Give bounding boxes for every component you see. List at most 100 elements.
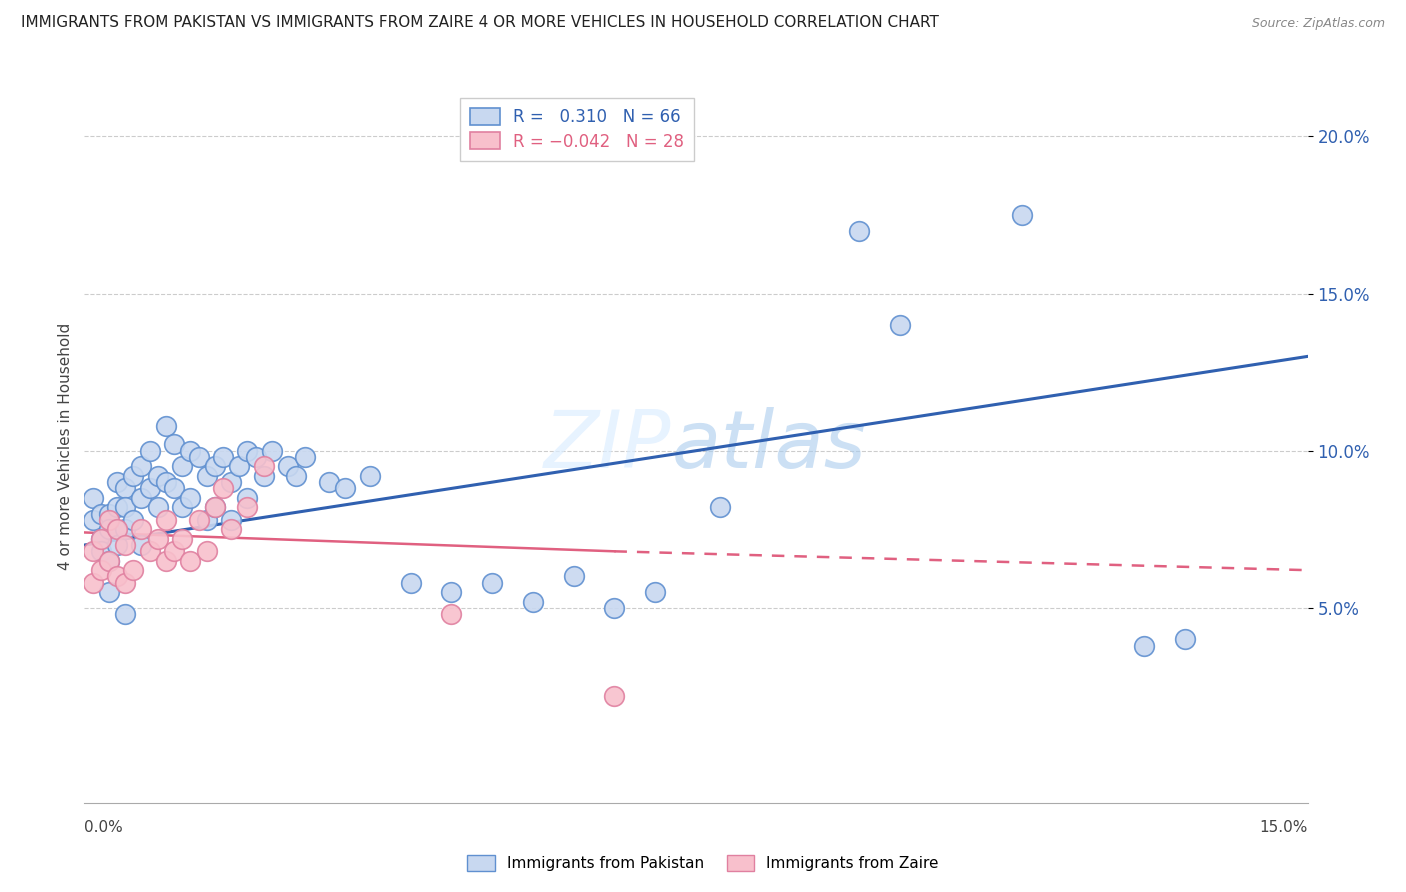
Point bbox=[105, 569, 128, 583]
Point bbox=[90, 532, 112, 546]
Point bbox=[97, 522, 120, 536]
Point bbox=[105, 538, 128, 552]
Point bbox=[481, 575, 503, 590]
Point bbox=[131, 491, 153, 505]
Point bbox=[1011, 208, 1033, 222]
Point bbox=[138, 443, 160, 458]
Point bbox=[163, 482, 186, 496]
Point bbox=[204, 500, 226, 515]
Point bbox=[219, 522, 242, 536]
Point bbox=[179, 554, 201, 568]
Point bbox=[644, 585, 666, 599]
Point bbox=[163, 544, 186, 558]
Point bbox=[90, 532, 112, 546]
Point bbox=[146, 532, 169, 546]
Point bbox=[172, 459, 194, 474]
Point bbox=[212, 482, 235, 496]
Point bbox=[848, 224, 870, 238]
Point bbox=[204, 500, 226, 515]
Point bbox=[889, 318, 911, 332]
Y-axis label: 4 or more Vehicles in Household: 4 or more Vehicles in Household bbox=[58, 322, 73, 570]
Point bbox=[522, 594, 544, 608]
Point bbox=[114, 482, 136, 496]
Point bbox=[138, 544, 160, 558]
Point bbox=[260, 443, 283, 458]
Point bbox=[163, 437, 186, 451]
Point bbox=[359, 468, 381, 483]
Text: atlas: atlas bbox=[672, 407, 866, 485]
Point bbox=[82, 575, 104, 590]
Point bbox=[219, 475, 242, 490]
Point bbox=[105, 522, 128, 536]
Point bbox=[97, 585, 120, 599]
Point bbox=[90, 507, 112, 521]
Point bbox=[204, 459, 226, 474]
Point bbox=[122, 563, 145, 577]
Point bbox=[131, 538, 153, 552]
Point bbox=[236, 500, 259, 515]
Legend: Immigrants from Pakistan, Immigrants from Zaire: Immigrants from Pakistan, Immigrants fro… bbox=[461, 849, 945, 877]
Point bbox=[105, 475, 128, 490]
Point bbox=[245, 450, 267, 464]
Point bbox=[219, 513, 242, 527]
Point bbox=[603, 689, 626, 703]
Point bbox=[277, 459, 299, 474]
Point bbox=[294, 450, 316, 464]
Point bbox=[318, 475, 340, 490]
Point bbox=[155, 513, 177, 527]
Point bbox=[440, 585, 463, 599]
Point bbox=[82, 544, 104, 558]
Point bbox=[114, 500, 136, 515]
Point bbox=[562, 569, 585, 583]
Point bbox=[105, 500, 128, 515]
Text: IMMIGRANTS FROM PAKISTAN VS IMMIGRANTS FROM ZAIRE 4 OR MORE VEHICLES IN HOUSEHOL: IMMIGRANTS FROM PAKISTAN VS IMMIGRANTS F… bbox=[21, 15, 939, 29]
Point bbox=[97, 554, 120, 568]
Point bbox=[1133, 639, 1156, 653]
Point bbox=[97, 554, 120, 568]
Point bbox=[155, 554, 177, 568]
Point bbox=[122, 468, 145, 483]
Point bbox=[253, 468, 276, 483]
Text: 0.0%: 0.0% bbox=[84, 821, 124, 835]
Point bbox=[155, 418, 177, 433]
Point bbox=[212, 450, 235, 464]
Point bbox=[179, 491, 201, 505]
Point bbox=[236, 491, 259, 505]
Point bbox=[114, 575, 136, 590]
Text: Source: ZipAtlas.com: Source: ZipAtlas.com bbox=[1251, 17, 1385, 29]
Point bbox=[90, 544, 112, 558]
Point bbox=[187, 450, 209, 464]
Point bbox=[335, 482, 357, 496]
Point bbox=[228, 459, 250, 474]
Point bbox=[399, 575, 422, 590]
Point bbox=[187, 513, 209, 527]
Point bbox=[1174, 632, 1197, 647]
Point bbox=[236, 443, 259, 458]
Point bbox=[90, 563, 112, 577]
Point bbox=[97, 507, 120, 521]
Point bbox=[179, 443, 201, 458]
Point bbox=[114, 538, 136, 552]
Text: 15.0%: 15.0% bbox=[1260, 821, 1308, 835]
Point bbox=[440, 607, 463, 622]
Text: ZIP: ZIP bbox=[544, 407, 672, 485]
Point bbox=[138, 482, 160, 496]
Point bbox=[195, 468, 218, 483]
Point bbox=[146, 468, 169, 483]
Point bbox=[146, 500, 169, 515]
Point bbox=[285, 468, 308, 483]
Point bbox=[97, 513, 120, 527]
Point bbox=[114, 522, 136, 536]
Point bbox=[82, 491, 104, 505]
Point bbox=[131, 459, 153, 474]
Point bbox=[122, 513, 145, 527]
Point bbox=[603, 600, 626, 615]
Point bbox=[114, 607, 136, 622]
Point bbox=[172, 500, 194, 515]
Point bbox=[195, 544, 218, 558]
Point bbox=[709, 500, 731, 515]
Point bbox=[82, 513, 104, 527]
Point bbox=[155, 475, 177, 490]
Point bbox=[131, 522, 153, 536]
Point bbox=[195, 513, 218, 527]
